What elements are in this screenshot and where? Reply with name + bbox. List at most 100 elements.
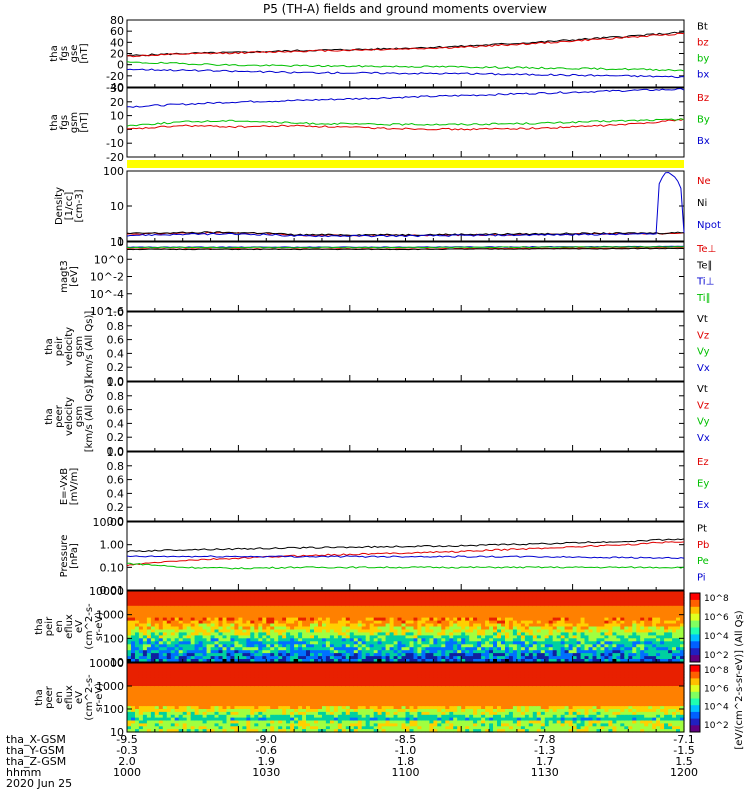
- heatmap-cell: [306, 706, 311, 710]
- heatmap-cell: [135, 644, 140, 648]
- heatmap-cell: [278, 653, 283, 657]
- heatmap-cell: [246, 629, 251, 634]
- heatmap-cell: [174, 697, 180, 701]
- heatmap-cell: [138, 656, 144, 660]
- heatmap-cell: [322, 663, 327, 667]
- heatmap-cell: [568, 632, 574, 636]
- heatmap-cell: [493, 599, 498, 604]
- heatmap-cell: [190, 617, 196, 622]
- y-tick-label: -20: [106, 70, 124, 83]
- heatmap-cell: [238, 638, 243, 642]
- heatmap-cell: [481, 602, 486, 607]
- heatmap-cell: [568, 656, 574, 660]
- heatmap-cell: [242, 632, 247, 636]
- heatmap-cell: [274, 641, 279, 645]
- heatmap-cell: [413, 632, 419, 636]
- heatmap-cell: [473, 632, 478, 636]
- heatmap-cell: [556, 608, 562, 613]
- heatmap-cell: [497, 632, 502, 636]
- heatmap-cell: [186, 668, 192, 673]
- heatmap-cell: [226, 614, 232, 619]
- heatmap-cell: [584, 599, 590, 604]
- heatmap-cell: [524, 659, 530, 663]
- heatmap-cell: [548, 599, 554, 604]
- heatmap-cell: [226, 714, 232, 719]
- heatmap-cell: [230, 641, 235, 645]
- y-tick-label: 0.4: [107, 347, 125, 360]
- heatmap-cell: [266, 717, 271, 722]
- heatmap-cell: [417, 638, 422, 642]
- heatmap-cell: [170, 629, 176, 634]
- heatmap-cell: [135, 665, 140, 670]
- heatmap-cell: [238, 729, 243, 733]
- heatmap-cell: [127, 650, 132, 654]
- heatmap-cell: [441, 644, 446, 648]
- heatmap-cell: [238, 602, 243, 607]
- heatmap-cell: [230, 680, 235, 684]
- heatmap-cell: [485, 611, 490, 616]
- heatmap-cell: [461, 599, 466, 604]
- heatmap-cell: [668, 653, 673, 657]
- heatmap-cell: [668, 611, 673, 616]
- heatmap-cell: [441, 653, 446, 657]
- heatmap-cell: [377, 599, 383, 604]
- heatmap-cell: [262, 611, 267, 616]
- heatmap-cell: [481, 605, 486, 610]
- heatmap-cell: [417, 596, 422, 601]
- heatmap-cell: [552, 599, 558, 604]
- heatmap-cell: [282, 626, 287, 631]
- heatmap-cell: [644, 608, 649, 613]
- heatmap-cell: [198, 599, 204, 604]
- heatmap-cell: [489, 620, 494, 625]
- heatmap-cell: [680, 653, 685, 657]
- heatmap-cell: [417, 620, 422, 625]
- heatmap-cell: [624, 659, 629, 663]
- heatmap-cell: [135, 697, 140, 701]
- heatmap-cell: [206, 723, 212, 727]
- heatmap-cell: [226, 617, 232, 622]
- heatmap-cell: [166, 723, 172, 727]
- heatmap-cell: [680, 608, 685, 613]
- heatmap-cell: [150, 709, 156, 713]
- heatmap-cell: [254, 635, 259, 639]
- heatmap-cell: [644, 635, 649, 639]
- heatmap-cell: [385, 650, 391, 654]
- heatmap-cell: [656, 594, 661, 598]
- heatmap-cell: [536, 599, 542, 604]
- heatmap-cell: [262, 703, 267, 707]
- heatmap-cell: [210, 668, 216, 673]
- heatmap-cell: [357, 623, 363, 628]
- heatmap-cell: [473, 638, 478, 642]
- heatmap-cell: [441, 647, 446, 651]
- heatmap-cell: [592, 614, 598, 619]
- heatmap-cell: [329, 617, 335, 622]
- heatmap-cell: [174, 717, 180, 722]
- heatmap-cell: [294, 653, 299, 657]
- heatmap-cell: [162, 717, 168, 722]
- heatmap-cell: [274, 591, 279, 595]
- heatmap-cell: [290, 599, 295, 604]
- heatmap-cell: [135, 729, 140, 733]
- heatmap-cell: [146, 717, 152, 722]
- heatmap-cell: [178, 656, 184, 660]
- heatmap-cell: [158, 623, 164, 628]
- heatmap-cell: [146, 665, 152, 670]
- heatmap-cell: [282, 697, 287, 701]
- heatmap-cell: [512, 599, 518, 604]
- heatmap-cell: [286, 683, 291, 687]
- heatmap-cell: [194, 680, 200, 684]
- heatmap-cell: [246, 720, 251, 724]
- heatmap-cell: [170, 614, 176, 619]
- heatmap-cell: [178, 709, 184, 713]
- heatmap-cell: [365, 596, 371, 601]
- heatmap-cell: [389, 596, 395, 601]
- y-tick-label: 1.0: [107, 306, 125, 319]
- heatmap-cell: [238, 683, 243, 687]
- heatmap-cell: [162, 602, 168, 607]
- heatmap-cell: [262, 650, 267, 654]
- heatmap-cell: [568, 602, 574, 607]
- heatmap-cell: [322, 717, 327, 722]
- heatmap-cell: [206, 638, 212, 642]
- heatmap-cell: [620, 659, 625, 663]
- heatmap-cell: [131, 620, 136, 625]
